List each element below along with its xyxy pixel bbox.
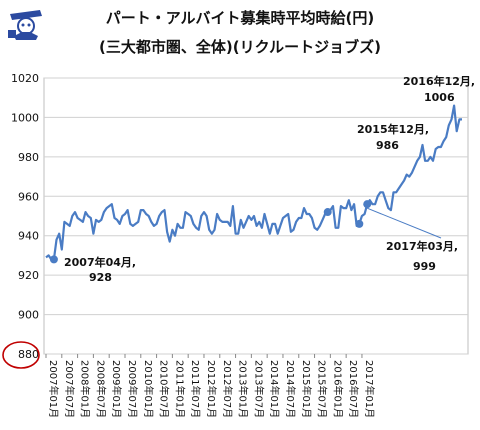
highlight-point-2017-03 [363,200,372,209]
grid [44,77,468,355]
x-tick-label: 2016年01月 [331,360,344,418]
annotation-pointer-2017-03 [367,207,442,239]
annotation-2015-12-date: 2015年12月, [357,122,429,136]
x-tick-label: 2013年07月 [252,360,265,418]
chart-title-line-2: (三大都市圏、全体)(リクルートジョブズ) [99,38,381,56]
x-tick-label: 2010年07月 [158,360,171,418]
x-tick-label: 2009年07月 [126,360,139,418]
x-tick-label: 2008年07月 [94,360,107,418]
chart-title-line-1: パート・アルバイト募集時平均時給(円) [106,9,375,27]
x-tick-label: 2007年01月 [47,360,60,418]
annotation-2007-04-value: 928 [89,271,112,284]
y-axis: 880 900 920 940 960 980 1000 1020 [11,72,39,361]
x-tick-label: 2014年01月 [268,360,281,418]
mascot-icon [6,6,44,40]
x-tick-label: 2012年07月 [221,360,234,418]
x-tick-label: 2015年07月 [316,360,329,418]
axis-880-highlight [2,341,40,369]
highlight-point-2015-12 [323,208,332,217]
annotation-2015-12-value: 986 [376,139,399,152]
x-tick-label: 2008年01月 [79,360,92,418]
x-tick-label: 2015年01月 [300,360,313,418]
x-tick-label: 2010年01月 [142,360,155,418]
annotation-2007-04-date: 2007年04月, [64,255,136,269]
x-tick-label: 2016年07月 [347,360,360,418]
annotation-2017-03-date: 2017年03月, [386,239,458,253]
x-tick-label: 2009年01月 [110,360,123,418]
x-tick-label: 2012年01月 [205,360,218,418]
x-tick-label: 2011年01月 [173,360,186,418]
highlight-points [49,200,372,264]
x-tick-label: 2014年07月 [284,360,297,418]
y-tick-label: 920 [18,269,39,282]
x-axis: 2007年01月 2007年07月 2008年01月 2008年07月 2009年01月… [45,354,376,418]
x-tick-label: 2011年07月 [189,360,202,418]
y-tick-label: 1000 [11,111,39,124]
y-tick-label: 940 [18,230,39,243]
y-tick-label: 880 [18,348,39,361]
annotation-2016-12-value: 1006 [424,91,455,104]
series-line [45,104,462,261]
highlight-point-2016-12 [355,219,364,228]
y-tick-label: 960 [18,190,39,203]
x-tick-label: 2007年07月 [63,360,76,418]
highlight-point-2007-04 [49,255,58,264]
y-tick-label: 980 [18,151,39,164]
y-tick-label: 1020 [11,72,39,85]
x-tick-label: 2017年01月 [363,360,376,418]
plot-area [43,77,469,355]
y-tick-label: 900 [18,309,39,322]
annotation-2016-12-date: 2016年12月, [403,74,475,88]
annotation-2017-03-value: 999 [413,260,436,273]
x-tick-label: 2013年01月 [237,360,250,418]
